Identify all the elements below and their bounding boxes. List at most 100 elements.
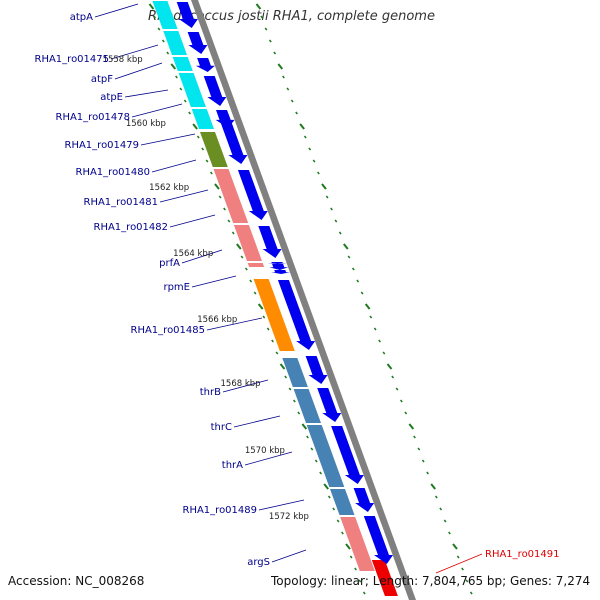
tick-inner xyxy=(358,579,362,583)
tick-inner xyxy=(244,267,248,271)
tick-outer xyxy=(417,447,421,451)
tick-inner xyxy=(306,435,309,439)
gene-arrows xyxy=(176,2,393,564)
tick-inner xyxy=(271,339,274,343)
tick-inner xyxy=(179,87,183,91)
gene-bar-atpE xyxy=(178,73,206,107)
scale-label: 1566 kbp xyxy=(197,315,237,325)
gene-arrow-thrA xyxy=(331,426,364,484)
tick-outer xyxy=(408,423,415,430)
tick-inner xyxy=(336,519,340,523)
tick-inner xyxy=(223,207,226,211)
tick-inner xyxy=(345,543,351,550)
leader-RHA1_ro01478 xyxy=(131,103,183,118)
tick-outer xyxy=(351,267,355,271)
tick-inner xyxy=(327,495,331,499)
gene-color-bars xyxy=(152,1,398,596)
gene-arrow-RHA1_ro01482 xyxy=(267,262,287,264)
tick-outer xyxy=(268,39,272,43)
gene-label-thrB: thrB xyxy=(200,387,221,398)
gene-label-argS: argS xyxy=(247,557,270,568)
gene-bar-RHA1_ro01479 xyxy=(200,132,228,167)
tick-inner xyxy=(183,99,187,103)
tick-inner xyxy=(214,183,220,190)
tick-inner xyxy=(196,135,200,139)
tick-inner xyxy=(188,111,191,115)
leader-RHA1_ro01479 xyxy=(140,133,196,146)
tick-outer xyxy=(421,459,425,463)
tick-inner xyxy=(253,291,257,295)
gene-arrow-RHA1_ro01475 xyxy=(187,32,208,54)
tick-inner xyxy=(157,27,161,31)
leader-thrA xyxy=(244,451,293,466)
tick-inner xyxy=(266,327,270,331)
tick-inner xyxy=(341,531,344,535)
gene-bar-atpA xyxy=(152,1,178,29)
gene-bar-RHA1_ro01480 xyxy=(213,169,249,223)
tick-inner xyxy=(354,567,357,571)
scale-labels: 1558 kbp 1560 kbp 1562 kbp 1564 kbp 1566 kbp… xyxy=(103,55,309,522)
tick-outer xyxy=(308,147,312,151)
tick-outer xyxy=(465,579,469,583)
leader-thrC xyxy=(233,415,281,428)
gene-arrow-RHA1_ro01480 xyxy=(237,170,268,220)
gene-label-RHA1_ro01475: RHA1_ro01475 xyxy=(35,54,110,65)
leader-RHA1_ro01475 xyxy=(110,44,159,60)
tick-outer xyxy=(413,435,416,439)
tick-outer xyxy=(434,495,438,499)
backbone-line xyxy=(191,0,416,600)
gene-label-rpmE: rpmE xyxy=(163,282,190,293)
scale-label: 1568 kbp xyxy=(221,379,261,389)
tick-inner xyxy=(319,471,322,475)
gene-bar-RHA1_ro01478 xyxy=(191,109,214,129)
tick-outer xyxy=(321,183,327,190)
tick-outer xyxy=(386,363,393,370)
scale-label: 1558 kbp xyxy=(103,55,143,65)
gene-labels: atpA RHA1_ro01475 atpF atpE RHA1_ro01478 RHA1… xyxy=(35,12,560,568)
tick-inner xyxy=(284,375,288,379)
tick-outer xyxy=(400,399,403,403)
scale-label: 1562 kbp xyxy=(149,183,189,193)
tick-inner xyxy=(297,411,301,415)
tick-outer xyxy=(369,315,373,319)
genome-title: Rhodococcus jostii RHA1, complete genome xyxy=(148,9,435,24)
label-leader-lines xyxy=(94,3,483,574)
tick-inner xyxy=(240,255,244,259)
tick-inner xyxy=(153,15,157,19)
tick-inner xyxy=(148,3,155,10)
gene-label-RHA1_ro01489: RHA1_ro01489 xyxy=(183,505,258,516)
leader-RHA1_ro01480 xyxy=(151,159,197,173)
tick-inner xyxy=(279,363,286,370)
tick-inner xyxy=(249,279,253,283)
tick-outer xyxy=(404,411,408,415)
gene-bar-RHA1_ro01489 xyxy=(330,489,355,515)
tick-outer xyxy=(290,99,294,103)
tick-outer xyxy=(255,3,262,10)
topology-text: Topology: linear; Length: 7,804,765 bp; … xyxy=(271,574,591,588)
gene-bar-RHA1_ro01491 xyxy=(371,560,398,596)
tick-inner xyxy=(210,171,213,175)
tick-inner xyxy=(262,315,266,319)
tick-inner xyxy=(166,51,170,55)
leader-RHA1_ro01482 xyxy=(169,214,216,228)
gene-bar-prfA xyxy=(247,263,265,267)
tick-inner xyxy=(236,243,242,250)
scale-label: 1572 kbp xyxy=(269,512,309,522)
tick-outer xyxy=(378,339,381,343)
accession-text: Accession: NC_008268 xyxy=(8,574,145,588)
tick-outer xyxy=(273,51,277,55)
gene-label-RHA1_ro01482: RHA1_ro01482 xyxy=(94,222,169,233)
tick-outer xyxy=(338,231,342,235)
tick-inner xyxy=(201,147,205,151)
tick-outer xyxy=(469,591,473,595)
leader-RHA1_ro01491 xyxy=(435,553,483,574)
gene-arrow-RHA1_ro01481 xyxy=(258,226,282,258)
leader-atpF xyxy=(114,62,163,80)
gene-bar-thrA xyxy=(306,425,345,487)
gene-arrow-thrB xyxy=(305,356,328,384)
tick-outer xyxy=(264,27,268,31)
gene-label-RHA1_ro01480: RHA1_ro01480 xyxy=(76,167,151,178)
leader-atpA xyxy=(94,3,139,18)
backbone xyxy=(191,0,416,600)
